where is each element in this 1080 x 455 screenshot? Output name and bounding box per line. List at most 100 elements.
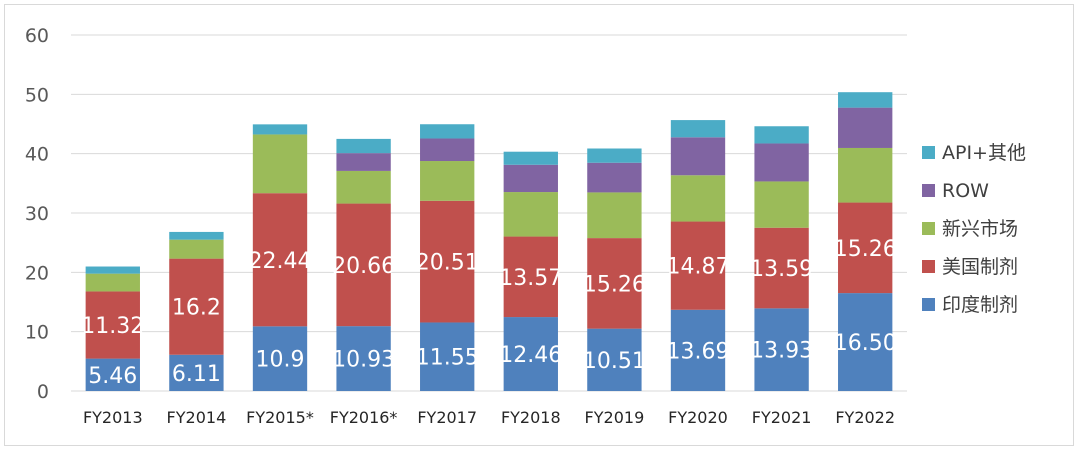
bar-segment-FY2022-1 (838, 202, 893, 294)
bar-segment-FY2016*-2 (336, 170, 391, 204)
x-tick-label-FY2013: FY2013 (83, 408, 143, 427)
legend-label-2: 新兴市场 (942, 218, 1018, 240)
legend-label-3: 美国制剂 (942, 256, 1018, 278)
data-label-FY2013-0: 5.46 (88, 364, 137, 389)
bar-segment-FY2018-2 (503, 192, 558, 237)
bar-segment-FY2020-4 (670, 120, 726, 138)
y-axis: 0 10 20 30 40 50 60 (25, 25, 49, 403)
y-tick-label-60: 60 (25, 25, 49, 47)
bar-segment-FY2019-1 (587, 238, 642, 329)
data-label-FY2015*-0: 10.9 (256, 348, 305, 373)
legend-swatch-2 (922, 222, 935, 235)
x-tick-label-FY2020: FY2020 (668, 408, 728, 427)
bar-segment-FY2015*-4 (252, 124, 308, 135)
bar-segment-FY2017-3 (420, 138, 475, 162)
stacked-bar-chart: 0 10 20 30 40 50 60 5.46 11.32 6.11 16.2 10.9 22.44… (25, 25, 1026, 427)
y-tick-label-20: 20 (25, 262, 49, 284)
bar-segment-FY2013-4 (85, 266, 140, 274)
data-label-FY2013-1: 11.32 (81, 314, 144, 339)
bar-segment-FY2021-0 (754, 308, 809, 391)
y-tick-label-50: 50 (25, 84, 49, 106)
data-label-FY2020-1: 14.87 (667, 255, 730, 280)
bar-segment-FY2020-3 (670, 137, 726, 176)
bar-segment-FY2020-0 (670, 309, 726, 391)
data-label-FY2019-1: 15.26 (583, 272, 646, 297)
legend-swatch-0 (922, 146, 935, 159)
data-label-FY2017-0: 11.55 (416, 346, 479, 371)
legend-label-0: API+其他 (942, 142, 1026, 164)
y-tick-label-30: 30 (25, 203, 49, 225)
bar-segment-FY2014-0 (169, 354, 224, 391)
data-label-FY2015*-1: 22.44 (249, 249, 312, 274)
bar-segment-FY2020-2 (670, 175, 726, 222)
legend-label-4: 印度制剂 (942, 294, 1018, 316)
bar-segment-FY2021-3 (754, 143, 809, 182)
data-label-FY2022-1: 15.26 (834, 237, 897, 262)
data-label-FY2018-1: 13.57 (499, 266, 562, 291)
bar-segment-FY2013-2 (85, 273, 140, 292)
bar-segment-FY2019-3 (587, 162, 642, 193)
x-tick-label-FY2014: FY2014 (167, 408, 227, 427)
legend-swatch-3 (922, 260, 935, 273)
bar-segment-FY2015*-1 (252, 193, 308, 327)
x-tick-label-FY2022: FY2022 (835, 408, 895, 427)
bar-segment-FY2016*-4 (336, 138, 391, 154)
bar-segment-FY2019-4 (587, 148, 642, 163)
x-tick-label-FY2021: FY2021 (752, 408, 812, 427)
bar-segment-FY2016*-3 (336, 153, 391, 171)
data-label-FY2014-0: 6.11 (172, 362, 221, 387)
legend-swatch-4 (922, 298, 935, 311)
data-label-FY2022-0: 16.50 (834, 331, 897, 356)
bar-segment-FY2022-4 (838, 92, 893, 108)
bar-segment-FY2018-3 (503, 164, 558, 193)
data-label-FY2019-0: 10.51 (583, 349, 646, 374)
legend-label-1: ROW (942, 180, 989, 202)
bar-segment-FY2021-1 (754, 227, 809, 309)
data-label-FY2018-0: 12.46 (499, 343, 562, 368)
y-tick-label-0: 0 (37, 381, 49, 403)
y-tick-label-10: 10 (25, 322, 49, 344)
bar-segment-FY2017-2 (420, 161, 475, 201)
bar-segment-FY2016*-0 (336, 326, 391, 391)
data-label-FY2016*-1: 20.66 (332, 254, 395, 279)
x-tick-label-FY2018: FY2018 (501, 408, 561, 427)
data-label-FY2020-0: 13.69 (667, 339, 730, 364)
data-label-FY2017-1: 20.51 (416, 251, 479, 276)
bar-segment-FY2013-1 (85, 291, 140, 359)
x-axis: FY2013 FY2014 FY2015* FY2016* FY2017 FY2018 FY… (83, 408, 895, 427)
bar-segment-FY2013-0 (85, 358, 140, 391)
legend-swatch-1 (922, 184, 935, 197)
bar-segment-FY2015*-2 (252, 134, 308, 194)
bar-segment-FY2017-0 (420, 322, 475, 391)
x-tick-label-FY2017: FY2017 (417, 408, 477, 427)
bar-segment-FY2018-4 (503, 151, 558, 165)
x-tick-label-FY2015*: FY2015* (246, 408, 314, 427)
bar-segment-FY2019-0 (587, 328, 642, 391)
bar-segment-FY2017-1 (420, 200, 475, 323)
bar-segment-FY2014-2 (169, 239, 224, 259)
bars: 5.46 11.32 6.11 16.2 10.9 22.44 10.93 20.66 11.5… (81, 92, 897, 391)
data-label-FY2016*-0: 10.93 (332, 348, 395, 373)
x-tick-label-FY2016*: FY2016* (330, 408, 398, 427)
data-label-FY2021-0: 13.93 (750, 339, 813, 364)
bar-segment-FY2017-4 (420, 124, 475, 139)
data-label-FY2021-1: 13.59 (750, 257, 813, 282)
bar-segment-FY2014-1 (169, 258, 224, 355)
y-tick-label-40: 40 (25, 144, 49, 166)
bar-segment-FY2022-2 (838, 147, 893, 203)
bar-segment-FY2016*-1 (336, 203, 391, 327)
bar-segment-FY2021-2 (754, 181, 809, 228)
x-tick-label-FY2019: FY2019 (585, 408, 645, 427)
bar-segment-FY2020-1 (670, 221, 726, 310)
bar-segment-FY2014-4 (169, 231, 224, 240)
bar-segment-FY2018-0 (503, 317, 558, 391)
bar-segment-FY2015*-0 (252, 326, 308, 391)
bar-segment-FY2021-4 (754, 126, 809, 144)
bar-segment-FY2022-3 (838, 107, 893, 148)
bar-segment-FY2022-0 (838, 293, 893, 391)
chart-frame: 0 10 20 30 40 50 60 5.46 11.32 6.11 16.2 10.9 22.44… (4, 4, 1074, 446)
bar-segment-FY2018-1 (503, 236, 558, 318)
data-label-FY2014-1: 16.2 (172, 296, 221, 321)
bar-segment-FY2019-2 (587, 192, 642, 239)
